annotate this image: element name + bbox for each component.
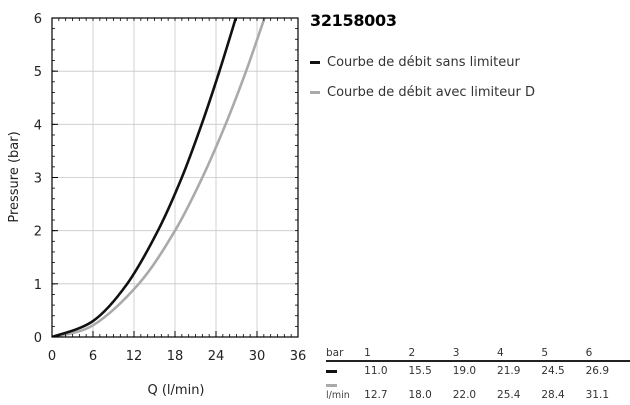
y-tick-label: 3 — [34, 172, 42, 187]
flow-table-bar-label: bar — [326, 346, 365, 362]
row-swatch-black — [326, 369, 337, 373]
legend-item-without-limiter: Courbe de débit sans limiteur — [310, 51, 535, 73]
flow-table-bar-value: 4 — [497, 346, 542, 362]
flow-table-header: bar 1 2 3 4 5 6 — [326, 346, 630, 362]
x-tick-label: 0 — [48, 349, 56, 364]
flow-value: 25.4 — [497, 389, 521, 401]
flow-table-row-with-limiter: l/min 12.7 18.0 22.0 25.4 28.4 31.1 — [326, 377, 630, 401]
x-tick-label: 30 — [249, 349, 266, 364]
y-tick-label: 0 — [34, 331, 42, 346]
chart-title: 32158003 — [310, 11, 397, 30]
x-tick-label: 6 — [89, 349, 97, 364]
flow-value: 18.0 — [408, 389, 432, 401]
legend-item-with-limiter: Courbe de débit avec limiteur D — [310, 81, 535, 103]
flow-value: 31.1 — [585, 389, 610, 401]
series-line-with-limiter — [52, 18, 266, 337]
flow-value: 15.5 — [408, 365, 432, 377]
legend-swatch-grey — [310, 90, 320, 94]
flow-value: 24.5 — [541, 365, 565, 377]
x-tick-label: 12 — [126, 349, 143, 364]
y-tick-label: 6 — [34, 12, 42, 27]
row-swatch-grey — [326, 383, 337, 387]
flow-table-bar-value: 6 — [585, 346, 630, 362]
flow-value: 21.9 — [497, 365, 521, 377]
flow-value: 19.0 — [452, 365, 477, 377]
legend-swatch-black — [310, 60, 320, 64]
flow-value: 22.0 — [452, 389, 477, 401]
flow-unit-label: l/min — [326, 390, 350, 401]
flow-value: 26.9 — [585, 365, 610, 377]
y-tick-label: 2 — [34, 225, 42, 240]
legend-label: Courbe de débit sans limiteur — [327, 54, 520, 70]
flow-table-bar-value: 3 — [452, 346, 498, 362]
series-lines — [52, 18, 266, 337]
flow-table-bar-value: 1 — [364, 346, 409, 362]
y-tick-label: 5 — [34, 65, 42, 80]
series-line-without-limiter — [52, 18, 238, 337]
legend: Courbe de débit sans limiteur Courbe de … — [310, 51, 535, 111]
x-axis-label: Q (l/min) — [147, 383, 204, 398]
flow-table-bar-value: 5 — [541, 346, 586, 362]
x-tick-label: 36 — [290, 349, 307, 364]
flow-value: 11.0 — [364, 365, 388, 377]
x-tick-label: 18 — [167, 349, 184, 364]
flow-table: bar 1 2 3 4 5 6 11.0 15.5 19.0 21.9 24.5… — [326, 346, 630, 401]
legend-label: Courbe de débit avec limiteur D — [327, 84, 535, 100]
y-tick-label: 4 — [34, 118, 42, 133]
x-tick-label: 24 — [208, 349, 225, 364]
flow-table-row-without-limiter: 11.0 15.5 19.0 21.9 24.5 26.9 — [326, 361, 630, 377]
grid — [51, 17, 299, 338]
flow-table-bar-value: 2 — [408, 346, 453, 362]
y-axis-label: Pressure (bar) — [7, 131, 22, 222]
flow-value: 28.4 — [541, 389, 565, 401]
flow-value: 12.7 — [364, 389, 388, 401]
y-tick-label: 1 — [34, 278, 42, 293]
